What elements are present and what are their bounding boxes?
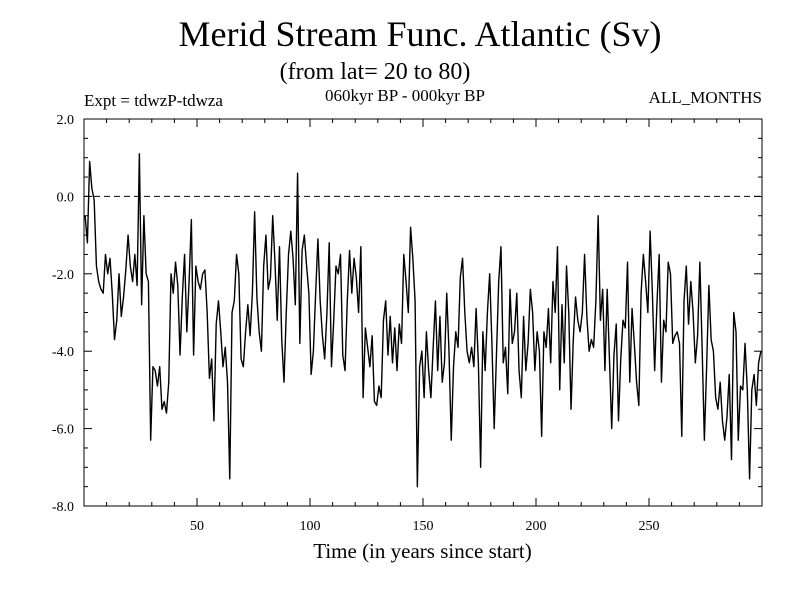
x-tick-label: 200 — [526, 519, 547, 534]
y-tick-label: 2.0 — [57, 113, 75, 128]
tick-label-layer: 2.0 0.0 -2.0 -4.0 -6.0 -8.0 50 100 150 200 250 — [52, 113, 660, 534]
chart-subtitle: (from lat= 20 to 80) — [279, 59, 471, 85]
y-tick-label: 0.0 — [57, 190, 75, 205]
series-layer — [84, 153, 762, 488]
x-axis-label: Time (in years since start) — [313, 539, 532, 563]
x-tick-label: 250 — [639, 519, 660, 534]
plot-frame — [83, 118, 763, 507]
chart-title: Merid Stream Func. Atlantic (Sv) — [178, 14, 662, 54]
y-tick-label: -2.0 — [52, 268, 74, 283]
y-tick-label: -6.0 — [52, 423, 74, 438]
y-tick-label: -8.0 — [52, 500, 74, 515]
y-tick-label: -4.0 — [52, 345, 74, 360]
time-period-label: 060kyr BP - 000kyr BP — [325, 86, 485, 105]
x-tick-label: 100 — [300, 519, 321, 534]
x-tick-label: 150 — [413, 519, 434, 534]
months-label: ALL_MONTHS — [648, 88, 762, 107]
series-line-0 — [84, 153, 762, 488]
x-tick-label: 50 — [190, 519, 204, 534]
experiment-label: Expt = tdwzP-tdwza — [84, 91, 223, 110]
